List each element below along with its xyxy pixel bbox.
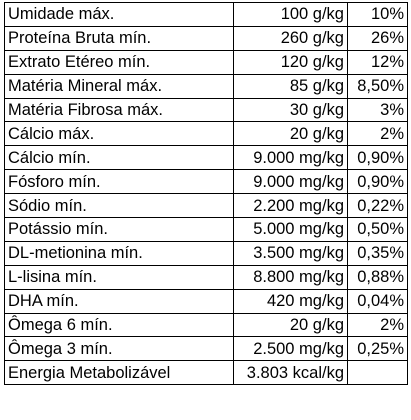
nutrient-amount: 2.200 mg/kg xyxy=(233,193,348,219)
nutrient-amount: 9.000 mg/kg xyxy=(233,145,348,171)
nutrient-amount: 5.000 mg/kg xyxy=(233,217,348,242)
nutrient-percent: 10% xyxy=(347,2,408,27)
nutrient-amount: 85 g/kg xyxy=(233,73,348,99)
nutrient-percent: 0,88% xyxy=(347,264,408,290)
nutrient-name: Cálcio mín. xyxy=(4,145,234,171)
nutrient-name: Extrato Etéreo mín. xyxy=(4,49,234,75)
nutrient-percent: 12% xyxy=(347,49,408,75)
nutrient-name: Energia Metabolizável xyxy=(4,360,234,386)
nutrient-name: DL-metionina mín. xyxy=(4,240,234,266)
nutrient-percent: 8,50% xyxy=(347,73,408,99)
nutrient-amount: 8.800 mg/kg xyxy=(233,264,348,290)
nutrient-name: Ômega 3 mín. xyxy=(4,336,234,362)
nutrient-name: Proteína Bruta mín. xyxy=(4,25,234,51)
nutrient-amount: 3.803 kcal/kg xyxy=(233,360,348,386)
table-row: Extrato Etéreo mín. 120 g/kg 12% xyxy=(4,49,408,75)
nutrient-percent: 0,25% xyxy=(347,336,408,362)
nutrient-name: Fósforo mín. xyxy=(4,169,234,195)
nutrition-table-container: Umidade máx. 100 g/kg 10% Proteína Bruta… xyxy=(4,2,408,386)
nutrient-percent: 0,04% xyxy=(347,288,408,314)
nutrient-amount: 20 g/kg xyxy=(233,312,348,338)
nutrient-percent xyxy=(347,360,408,386)
nutrient-amount: 20 g/kg xyxy=(233,121,348,147)
table-row: Matéria Mineral máx. 85 g/kg 8,50% xyxy=(4,73,408,99)
nutrient-name: Sódio mín. xyxy=(4,193,234,219)
nutrient-amount: 420 mg/kg xyxy=(233,288,348,314)
nutrient-percent: 0,22% xyxy=(347,193,408,219)
nutrient-percent: 2% xyxy=(347,121,408,147)
nutrient-name: DHA mín. xyxy=(4,288,234,314)
nutrient-amount: 100 g/kg xyxy=(233,2,348,27)
nutrient-name: Matéria Mineral máx. xyxy=(4,73,234,99)
table-row: Ômega 6 mín. 20 g/kg 2% xyxy=(4,312,408,338)
table-row: DHA mín. 420 mg/kg 0,04% xyxy=(4,288,408,314)
table-row: Potássio mín. 5.000 mg/kg 0,50% xyxy=(4,217,408,242)
nutrient-percent: 0,35% xyxy=(347,240,408,266)
nutrient-amount: 120 g/kg xyxy=(233,49,348,75)
nutrient-name: Potássio mín. xyxy=(4,217,234,242)
nutrition-table: Umidade máx. 100 g/kg 10% Proteína Bruta… xyxy=(4,2,408,386)
nutrient-amount: 3.500 mg/kg xyxy=(233,240,348,266)
nutrient-percent: 2% xyxy=(347,312,408,338)
nutrient-name: Cálcio máx. xyxy=(4,121,234,147)
nutrient-percent: 0,50% xyxy=(347,217,408,242)
nutrient-name: Umidade máx. xyxy=(4,2,234,27)
table-row: Ômega 3 mín. 2.500 mg/kg 0,25% xyxy=(4,336,408,362)
nutrient-percent: 0,90% xyxy=(347,169,408,195)
table-row: DL-metionina mín. 3.500 mg/kg 0,35% xyxy=(4,240,408,266)
table-row: Sódio mín. 2.200 mg/kg 0,22% xyxy=(4,193,408,219)
table-row: Fósforo mín. 9.000 mg/kg 0,90% xyxy=(4,169,408,195)
nutrient-percent: 26% xyxy=(347,25,408,51)
nutrient-percent: 0,90% xyxy=(347,145,408,171)
nutrient-amount: 260 g/kg xyxy=(233,25,348,51)
nutrient-amount: 9.000 mg/kg xyxy=(233,169,348,195)
table-row: Cálcio mín. 9.000 mg/kg 0,90% xyxy=(4,145,408,171)
nutrient-amount: 30 g/kg xyxy=(233,97,348,123)
table-row: Energia Metabolizável 3.803 kcal/kg xyxy=(4,360,408,386)
table-row: Matéria Fibrosa máx. 30 g/kg 3% xyxy=(4,97,408,123)
table-row: L-lisina mín. 8.800 mg/kg 0,88% xyxy=(4,264,408,290)
nutrient-amount: 2.500 mg/kg xyxy=(233,336,348,362)
nutrient-name: Matéria Fibrosa máx. xyxy=(4,97,234,123)
table-row: Cálcio máx. 20 g/kg 2% xyxy=(4,121,408,147)
table-row: Umidade máx. 100 g/kg 10% xyxy=(4,2,408,27)
nutrient-percent: 3% xyxy=(347,97,408,123)
table-row: Proteína Bruta mín. 260 g/kg 26% xyxy=(4,25,408,51)
nutrient-name: Ômega 6 mín. xyxy=(4,312,234,338)
nutrient-name: L-lisina mín. xyxy=(4,264,234,290)
